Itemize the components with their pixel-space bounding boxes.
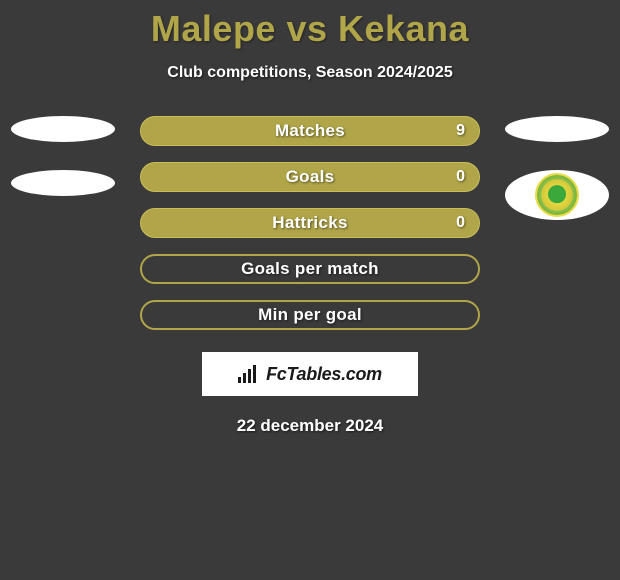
left-player-column — [8, 116, 118, 196]
right-team-badge — [505, 170, 609, 220]
stat-row-min-per-goal: Min per goal — [140, 300, 480, 330]
stat-label: Hattricks — [272, 213, 347, 233]
stat-row-goals-per-match: Goals per match — [140, 254, 480, 284]
stat-row-hattricks: Hattricks 0 — [140, 208, 480, 238]
stat-row-goals: Goals 0 — [140, 162, 480, 192]
brand-text: FcTables.com — [266, 364, 382, 385]
comparison-content: Matches 9 Goals 0 Hattricks 0 Goals per … — [0, 116, 620, 436]
stat-label: Goals — [286, 167, 335, 187]
stat-value-right: 0 — [456, 214, 465, 232]
stat-value-right: 0 — [456, 168, 465, 186]
stats-bars: Matches 9 Goals 0 Hattricks 0 Goals per … — [140, 116, 480, 330]
stat-label: Goals per match — [241, 259, 379, 279]
right-player-avatar — [505, 116, 609, 142]
page-title: Malepe vs Kekana — [0, 0, 620, 50]
stat-value-right: 9 — [456, 122, 465, 140]
sundowns-crest-icon — [535, 173, 579, 217]
stat-label: Min per goal — [258, 305, 362, 325]
page-subtitle: Club competitions, Season 2024/2025 — [0, 64, 620, 82]
snapshot-date: 22 december 2024 — [0, 416, 620, 436]
bar-chart-icon — [238, 365, 260, 383]
right-player-column — [502, 116, 612, 220]
stat-row-matches: Matches 9 — [140, 116, 480, 146]
brand-box: FcTables.com — [202, 352, 418, 396]
left-player-avatar — [11, 116, 115, 142]
left-team-badge — [11, 170, 115, 196]
stat-label: Matches — [275, 121, 345, 141]
